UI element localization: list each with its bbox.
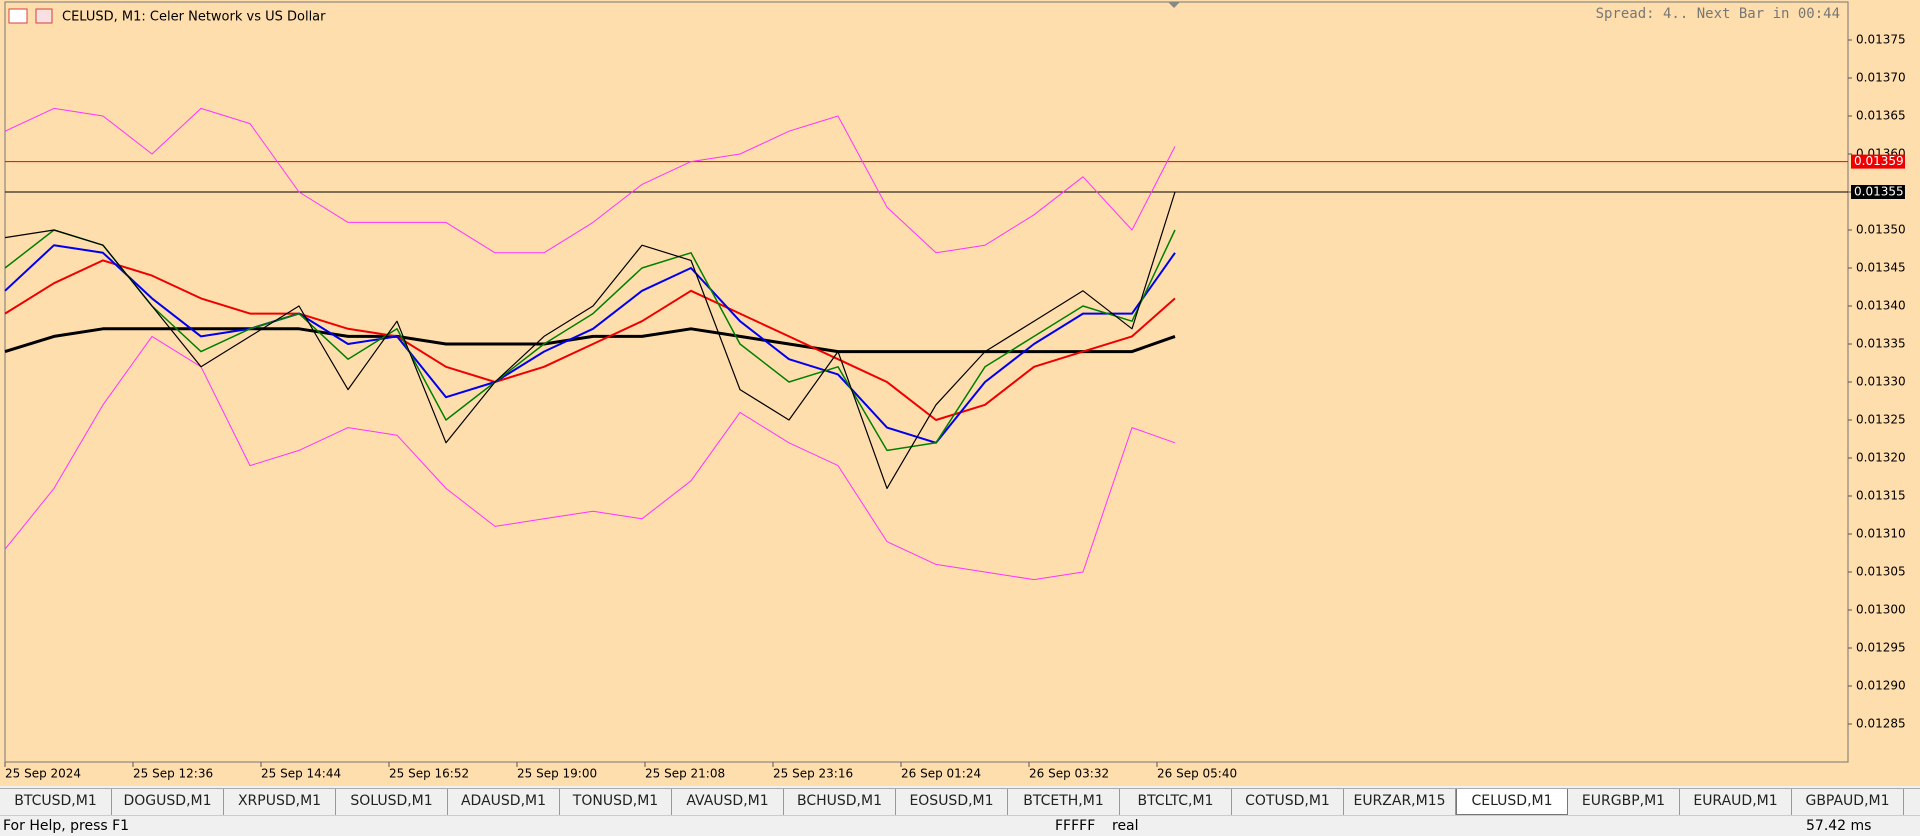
chart: CELUSD, M1: Celer Network vs US Dollar S…	[0, 0, 1920, 786]
symbol-tab[interactable]: SOLUSD,M1	[336, 789, 448, 815]
y-tick-label: 0.01295	[1856, 641, 1906, 655]
x-tick-label: 26 Sep 03:32	[1029, 767, 1109, 781]
y-tick-label: 0.01340	[1856, 299, 1906, 313]
price-label-box	[1851, 185, 1905, 199]
y-tick-label: 0.01285	[1856, 717, 1906, 731]
symbol-tab[interactable]: XRPUSD,M1	[224, 789, 336, 815]
symbol-tab[interactable]: DOGUSD,M1	[112, 789, 224, 815]
status-bar: For Help, press F1 FFFFF real 57.42 ms	[0, 815, 1920, 836]
symbol-tab[interactable]: EOSUSD,M1	[896, 789, 1008, 815]
tab-bar: BTCUSD,M1 DOGUSD,M1 XRPUSD,M1 SOLUSD,M1 ADAU…	[0, 788, 1920, 815]
symbol-tab[interactable]: TONUSD,M1	[560, 789, 672, 815]
x-tick-label: 26 Sep 01:24	[901, 767, 981, 781]
x-tick-label: 25 Sep 19:00	[517, 767, 597, 781]
indicator-line	[4, 229, 1176, 452]
symbol-tab[interactable]: BTCUSD,M1	[0, 789, 112, 815]
status-ping: 57.42 ms	[1806, 818, 1872, 834]
chart-title: CELUSD, M1: Celer Network vs US Dollar	[62, 10, 326, 25]
x-tick-label: 25 Sep 2024	[5, 767, 81, 781]
indicator-line	[4, 107, 1176, 254]
status-help: For Help, press F1	[3, 818, 130, 834]
x-tick-label: 25 Sep 23:16	[773, 767, 853, 781]
y-tick-label: 0.01325	[1856, 413, 1906, 427]
price-label-box	[1851, 154, 1905, 169]
symbol-tab[interactable]: EURGBP,M1	[1568, 789, 1680, 815]
y-tick-label: 0.01320	[1856, 451, 1906, 465]
y-tick-label: 0.01365	[1856, 109, 1906, 123]
symbol-tab[interactable]: BTCETH,M1	[1008, 789, 1120, 815]
y-tick-label: 0.01310	[1856, 527, 1906, 541]
status-profile: FFFFF	[1055, 818, 1096, 834]
y-tick-label: 0.01345	[1856, 261, 1906, 275]
x-tick-label: 25 Sep 14:44	[261, 767, 341, 781]
y-tick-label: 0.01305	[1856, 565, 1906, 579]
icon[interactable]	[35, 8, 53, 24]
symbol-tab[interactable]: COTUSD,M1	[1232, 789, 1344, 815]
symbol-tab[interactable]: ADAUSD,M1	[448, 789, 560, 815]
symbol-tab[interactable]: BTCLTC,M1	[1120, 789, 1232, 815]
y-tick-label: 0.01315	[1856, 489, 1906, 503]
y-tick-label: 0.01370	[1856, 71, 1906, 85]
price-label: 0.01359	[1854, 154, 1904, 168]
y-tick-label: 0.01335	[1856, 337, 1906, 351]
x-tick-label: 25 Sep 21:08	[645, 767, 725, 781]
y-tick-label: 0.01290	[1856, 679, 1906, 693]
symbol-tab[interactable]: EURAUD,M1	[1680, 789, 1792, 815]
x-tick-label: 25 Sep 12:36	[133, 767, 213, 781]
indicator-line	[4, 244, 1176, 444]
y-tick-label: 0.01300	[1856, 603, 1906, 617]
symbol-tab[interactable]: GBPAUD,M1	[1792, 789, 1904, 815]
shift-marker[interactable]	[1168, 2, 1180, 8]
chart-background	[0, 0, 1920, 786]
y-tick-label: 0.01350	[1856, 223, 1906, 237]
x-tick-label: 26 Sep 05:40	[1157, 767, 1237, 781]
symbol-tab[interactable]: EURZAR,M15	[1344, 789, 1456, 815]
x-tick-label: 25 Sep 16:52	[389, 767, 469, 781]
symbol-tab[interactable]: CELUSD,M1	[1456, 789, 1568, 815]
indicator-line	[4, 259, 1176, 421]
symbol-tab[interactable]: BCHUSD,M1	[784, 789, 896, 815]
spread-info: Spread: 4.. Next Bar in 00:44	[1596, 6, 1840, 22]
price-label: 0.01355	[1854, 185, 1904, 199]
y-tick-label: 0.01330	[1856, 375, 1906, 389]
status-account: real	[1112, 818, 1139, 834]
icon[interactable]	[8, 8, 28, 24]
indicator-line	[4, 191, 1176, 489]
y-tick-label: 0.01375	[1856, 33, 1906, 47]
symbol-tab[interactable]: AVAUSD,M1	[672, 789, 784, 815]
